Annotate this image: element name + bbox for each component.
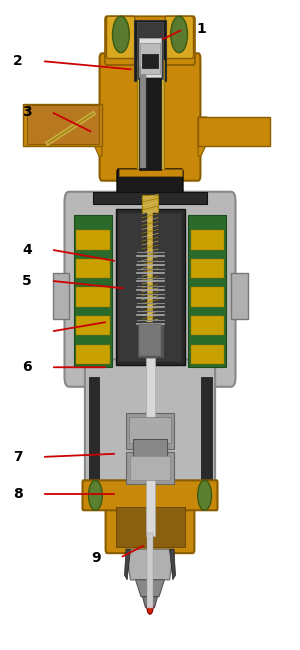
Text: 1: 1	[196, 22, 206, 36]
Bar	[93, 192, 207, 204]
Text: 7: 7	[13, 450, 23, 464]
Bar	[76, 316, 110, 335]
Text: 9: 9	[91, 551, 101, 565]
Bar	[130, 456, 170, 480]
Bar	[118, 169, 182, 176]
Bar	[76, 344, 110, 364]
Text: 5: 5	[22, 274, 32, 288]
Polygon shape	[142, 597, 158, 608]
Polygon shape	[231, 273, 247, 318]
Polygon shape	[169, 549, 175, 580]
Circle shape	[147, 601, 153, 614]
Bar	[118, 213, 147, 362]
Polygon shape	[124, 549, 130, 580]
Bar	[139, 38, 161, 77]
Bar	[137, 22, 163, 79]
FancyBboxPatch shape	[100, 53, 200, 181]
Bar	[76, 287, 110, 307]
Polygon shape	[52, 273, 69, 318]
Bar	[190, 287, 224, 307]
Polygon shape	[22, 104, 102, 146]
Bar	[126, 452, 174, 484]
Bar	[142, 54, 158, 68]
FancyBboxPatch shape	[117, 169, 183, 202]
Bar	[76, 259, 110, 278]
Bar	[139, 63, 161, 170]
Bar	[93, 369, 207, 380]
FancyBboxPatch shape	[106, 16, 135, 58]
Text: 3: 3	[22, 105, 32, 119]
Bar	[146, 358, 154, 536]
Polygon shape	[198, 117, 207, 156]
Bar	[201, 377, 211, 481]
Bar	[76, 230, 110, 250]
Bar	[116, 209, 184, 365]
FancyBboxPatch shape	[64, 192, 236, 387]
Bar	[190, 230, 224, 250]
FancyBboxPatch shape	[106, 500, 194, 553]
Circle shape	[112, 16, 129, 53]
FancyBboxPatch shape	[82, 480, 218, 510]
Polygon shape	[126, 549, 174, 580]
Polygon shape	[198, 117, 270, 146]
Polygon shape	[27, 105, 99, 144]
Circle shape	[88, 480, 102, 510]
Text: 2: 2	[13, 54, 23, 68]
Bar	[139, 324, 161, 356]
Polygon shape	[136, 580, 164, 597]
Bar	[190, 259, 224, 278]
Bar	[153, 213, 182, 362]
Bar	[142, 195, 158, 338]
Bar	[133, 439, 167, 458]
Bar	[134, 20, 166, 81]
Bar	[140, 67, 146, 168]
Bar	[190, 316, 224, 335]
FancyBboxPatch shape	[105, 16, 195, 65]
Circle shape	[198, 480, 212, 510]
Bar	[140, 43, 160, 74]
Circle shape	[171, 16, 188, 53]
Bar	[74, 214, 112, 367]
Polygon shape	[93, 117, 102, 156]
Bar	[129, 417, 171, 443]
Bar	[190, 344, 224, 364]
FancyBboxPatch shape	[85, 359, 215, 495]
Bar	[136, 322, 164, 358]
Text: 8: 8	[13, 487, 23, 501]
Bar	[188, 214, 226, 367]
FancyBboxPatch shape	[165, 16, 194, 58]
Bar	[116, 507, 184, 547]
Bar	[126, 413, 174, 448]
Bar	[136, 60, 164, 174]
Text: 4: 4	[22, 242, 32, 257]
Bar	[88, 377, 99, 481]
Bar	[147, 533, 153, 608]
Text: 6: 6	[22, 360, 32, 374]
